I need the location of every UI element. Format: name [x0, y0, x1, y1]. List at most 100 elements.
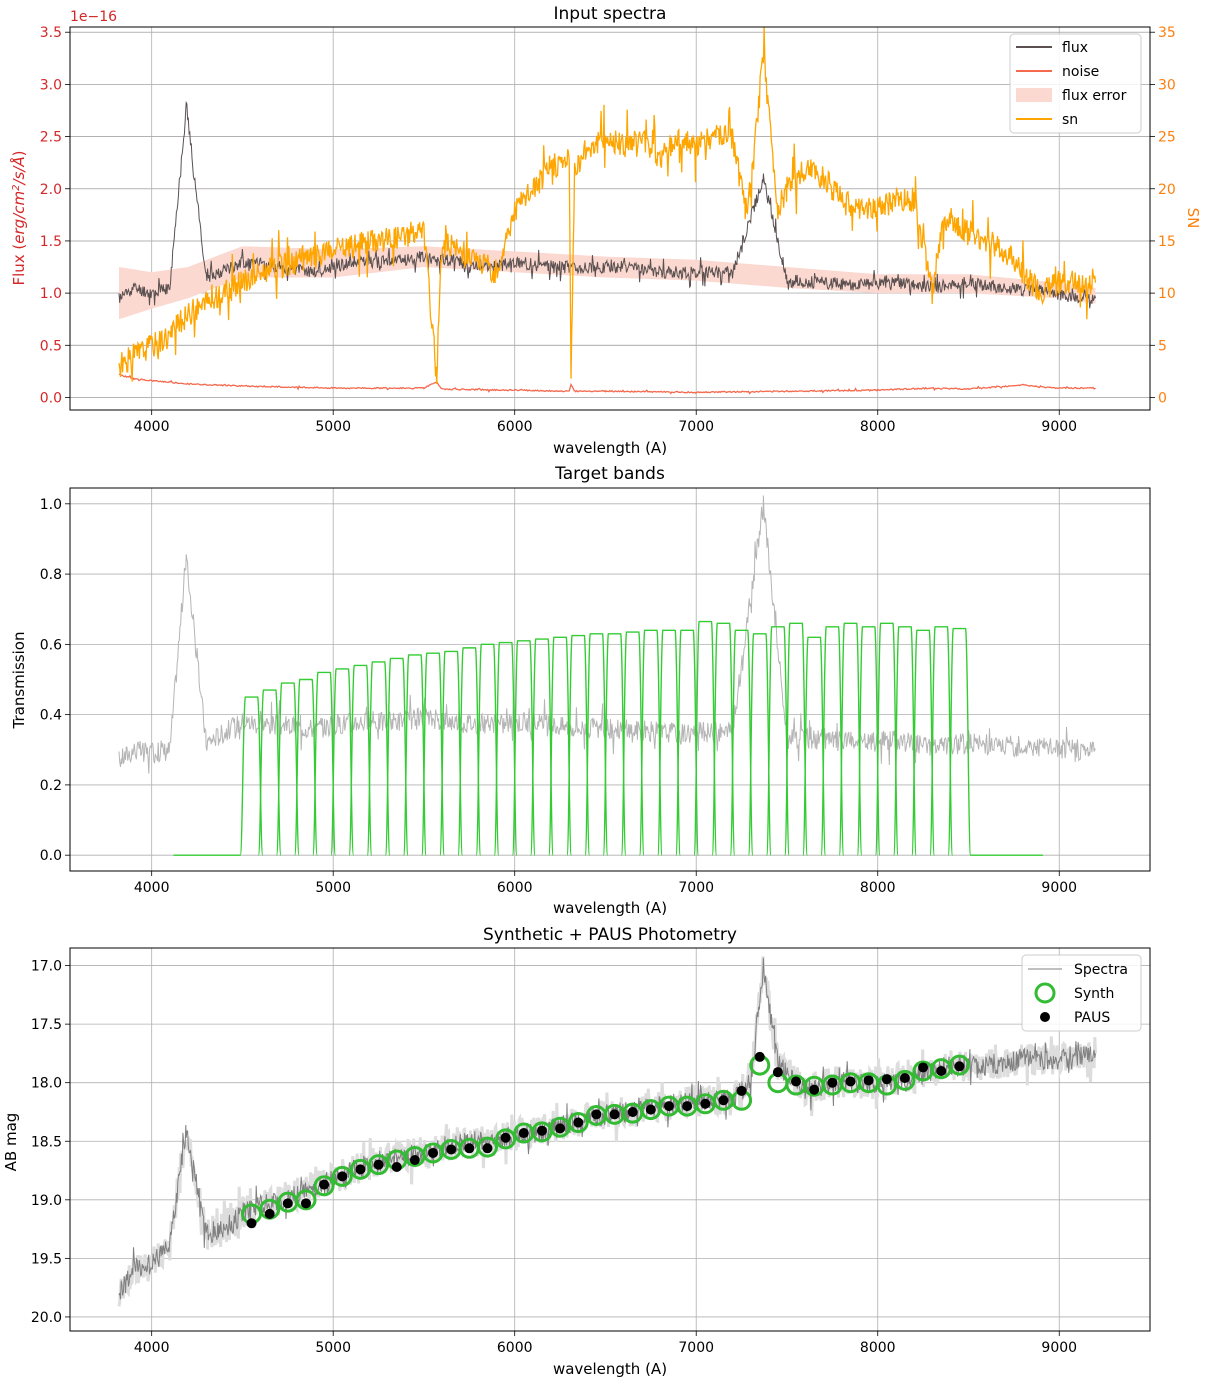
x-axis-label: wavelength (A) — [553, 439, 667, 457]
paus-point — [899, 1073, 910, 1084]
y-tick-label: 0.5 — [40, 338, 62, 354]
x-axis-label: wavelength (A) — [553, 899, 667, 917]
y-tick-label: 2.5 — [40, 130, 62, 146]
paus-point — [573, 1117, 584, 1128]
y-tick-label: 3.5 — [40, 25, 62, 41]
y2-tick-label: 15 — [1158, 234, 1176, 250]
paus-point — [827, 1077, 838, 1088]
paus-point — [772, 1067, 783, 1078]
paus-point — [319, 1179, 330, 1190]
legend-noise-label: noise — [1062, 64, 1099, 80]
band-curve — [584, 633, 609, 856]
x-tick-label: 8000 — [860, 1340, 896, 1356]
legend-synth-swatch — [1034, 982, 1056, 1004]
y-tick-label: 18.0 — [31, 1076, 62, 1092]
series-group — [117, 956, 1097, 1307]
y2-tick-label: 20 — [1158, 182, 1176, 198]
y-tick-label: 0.0 — [40, 848, 62, 864]
legend-synth-label: Synth — [1074, 986, 1114, 1002]
paus-point — [627, 1106, 638, 1117]
x-tick-label: 9000 — [1041, 419, 1077, 435]
series-group — [118, 27, 1097, 395]
synth-point — [476, 1136, 498, 1158]
y-axis-label: Transmission — [10, 632, 28, 730]
target-bands-panel: Target bands wavelength (A) Transmission… — [10, 464, 1151, 917]
band-curve — [275, 682, 300, 856]
noise-line — [118, 373, 1097, 395]
offset-text: 1e−16 — [70, 9, 117, 25]
band-curve — [511, 640, 536, 856]
legend-flux-error-swatch — [1016, 88, 1052, 102]
y2-axis-label: SN — [1184, 208, 1202, 229]
y-tick-label: 20.0 — [31, 1310, 62, 1326]
band-curve — [294, 678, 318, 856]
legend-spectra-label: Spectra — [1074, 962, 1128, 978]
y-tick-label: 0.6 — [40, 637, 62, 653]
x-tick-label: 5000 — [315, 880, 351, 896]
band-curve — [548, 636, 573, 856]
paus-point — [337, 1171, 348, 1182]
x-tick-label: 7000 — [678, 1340, 714, 1356]
x-tick-label: 6000 — [497, 880, 533, 896]
paus-point — [663, 1101, 674, 1112]
legend-frame — [1021, 954, 1142, 1032]
y-tick-label: 0.2 — [40, 778, 62, 794]
paus-point — [355, 1164, 366, 1175]
series-group — [118, 495, 1096, 856]
band-curve — [348, 664, 373, 856]
band-curve — [765, 626, 790, 856]
x-tick-label: 9000 — [1041, 1340, 1077, 1356]
x-tick-label: 4000 — [134, 419, 170, 435]
y-tick-label: 19.0 — [31, 1193, 62, 1209]
band-curve — [602, 633, 627, 856]
y-tick-label: 1.0 — [40, 497, 62, 513]
y-tick-label: 3.0 — [40, 77, 62, 93]
band-curve — [802, 636, 827, 856]
x-tick-label: 5000 — [315, 419, 351, 435]
band-curve — [911, 629, 936, 856]
paus-point — [936, 1065, 947, 1076]
synth-point — [331, 1165, 353, 1187]
x-tick-label: 8000 — [860, 419, 896, 435]
band-curve — [729, 629, 754, 856]
band-curve — [657, 629, 681, 856]
paus-point — [300, 1198, 311, 1209]
grid — [70, 488, 1150, 871]
x-tick-label: 6000 — [497, 419, 533, 435]
grid — [70, 948, 1150, 1331]
y-tick-label: 1.0 — [40, 286, 62, 302]
paus-point — [863, 1075, 874, 1086]
legend-flux-label: flux — [1062, 40, 1088, 56]
paus-point — [954, 1061, 965, 1072]
band-curve — [529, 638, 554, 856]
paus-point — [718, 1095, 729, 1106]
legend: flux noise flux error sn — [1009, 33, 1142, 134]
paus-point — [754, 1051, 765, 1062]
y2-tick-label: 0 — [1158, 390, 1167, 406]
paus-point — [428, 1147, 439, 1158]
paus-point — [918, 1062, 929, 1073]
x-tick-label: 7000 — [678, 419, 714, 435]
plot-frame — [69, 26, 1151, 411]
paus-point — [682, 1101, 693, 1112]
y-tick-label: 0.4 — [40, 708, 62, 724]
paus-point — [246, 1218, 257, 1229]
band-curve — [711, 622, 736, 856]
legend: Spectra Synth PAUS — [1021, 954, 1142, 1032]
sn-line — [118, 27, 1097, 385]
y2-tick-label: 35 — [1158, 25, 1176, 41]
paus-point — [609, 1109, 620, 1120]
y-tick-label: 0.0 — [40, 390, 62, 406]
synth-point — [948, 1054, 970, 1076]
band-curve — [620, 631, 645, 856]
band-curve — [493, 641, 518, 856]
y-tick-label: 0.8 — [40, 567, 62, 583]
paus-point — [736, 1085, 747, 1096]
paus-point — [391, 1162, 402, 1173]
y2-tick-label: 30 — [1158, 77, 1176, 93]
x-tick-label: 4000 — [134, 1340, 170, 1356]
x-tick-label: 9000 — [1041, 880, 1077, 896]
x-axis-label: wavelength (A) — [553, 1360, 667, 1378]
spectra-error-band — [117, 956, 1097, 1307]
